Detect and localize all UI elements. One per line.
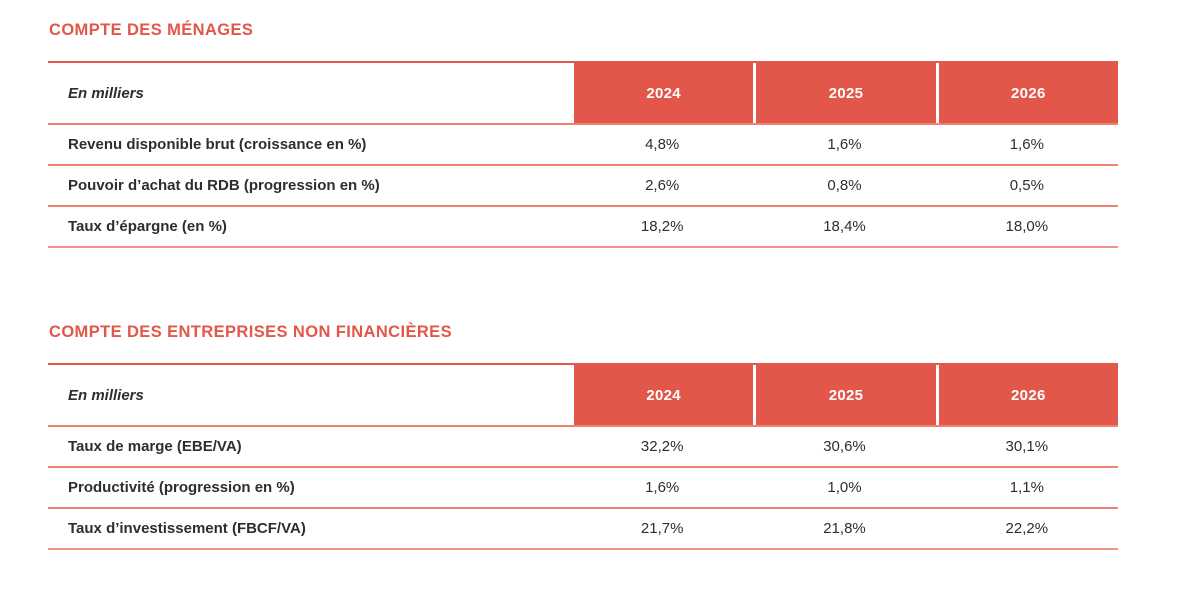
value-2025: 1,6% (827, 136, 862, 153)
row-label: Revenu disponible brut (croissance en %) (68, 136, 367, 153)
row-label: Productivité (progression en %) (68, 479, 295, 496)
table-header-row: En milliers 2024 2025 2026 (48, 63, 1118, 123)
value-2024: 18,2% (640, 218, 684, 235)
year-header-2026: 2026 (935, 365, 1118, 425)
row-label: Taux de marge (EBE/VA) (68, 438, 242, 455)
unit-label: En milliers (68, 386, 144, 404)
value-2024: 21,7% (640, 520, 684, 537)
row-label: Taux d’épargne (en %) (68, 218, 227, 235)
row-label: Pouvoir d’achat du RDB (progression en %… (68, 177, 380, 194)
table-row: Taux d’épargne (en %) 18,2% 18,4% 18,0% (48, 205, 1118, 246)
table-row: Productivité (progression en %) 1,6% 1,0… (48, 466, 1118, 507)
value-2026: 0,5% (1009, 177, 1044, 194)
value-2026: 18,0% (1005, 218, 1049, 235)
section-title-entreprises: COMPTE DES ENTREPRISES NON FINANCIÈRES (49, 323, 452, 341)
value-2024: 1,6% (645, 479, 680, 496)
value-2025: 21,8% (823, 520, 866, 537)
table-row: Revenu disponible brut (croissance en %)… (48, 123, 1118, 164)
table-row: Pouvoir d’achat du RDB (progression en %… (48, 164, 1118, 205)
year-header-2025: 2025 (753, 63, 936, 123)
menages-table: En milliers 2024 2025 2026 Revenu dispon… (48, 61, 1118, 248)
value-2025: 18,4% (823, 218, 866, 235)
value-2026: 30,1% (1005, 438, 1049, 455)
value-2025: 30,6% (823, 438, 866, 455)
row-label: Taux d’investissement (FBCF/VA) (68, 520, 306, 537)
value-2026: 1,1% (1009, 479, 1044, 496)
value-2025: 1,0% (827, 479, 862, 496)
table-header-row: En milliers 2024 2025 2026 (48, 365, 1118, 425)
value-2025: 0,8% (827, 177, 862, 194)
table-row: Taux d’investissement (FBCF/VA) 21,7% 21… (48, 507, 1118, 548)
year-header-2024: 2024 (571, 365, 754, 425)
value-2024: 4,8% (645, 136, 680, 153)
value-2024: 32,2% (640, 438, 684, 455)
value-2026: 1,6% (1009, 136, 1044, 153)
report-page: COMPTE DES MÉNAGES En milliers 2024 2025… (48, 21, 1118, 550)
section-title-menages: COMPTE DES MÉNAGES (49, 21, 254, 39)
entreprises-table: En milliers 2024 2025 2026 Taux de marge… (48, 363, 1118, 550)
value-2024: 2,6% (645, 177, 680, 194)
year-header-2024: 2024 (571, 63, 754, 123)
year-header-2026: 2026 (935, 63, 1118, 123)
table-row: Taux de marge (EBE/VA) 32,2% 30,6% 30,1% (48, 425, 1118, 466)
section-menages: COMPTE DES MÉNAGES En milliers 2024 2025… (48, 21, 1118, 248)
year-header-2025: 2025 (753, 365, 936, 425)
value-2026: 22,2% (1005, 520, 1049, 537)
section-entreprises: COMPTE DES ENTREPRISES NON FINANCIÈRES E… (48, 323, 1118, 550)
unit-label: En milliers (68, 84, 144, 102)
